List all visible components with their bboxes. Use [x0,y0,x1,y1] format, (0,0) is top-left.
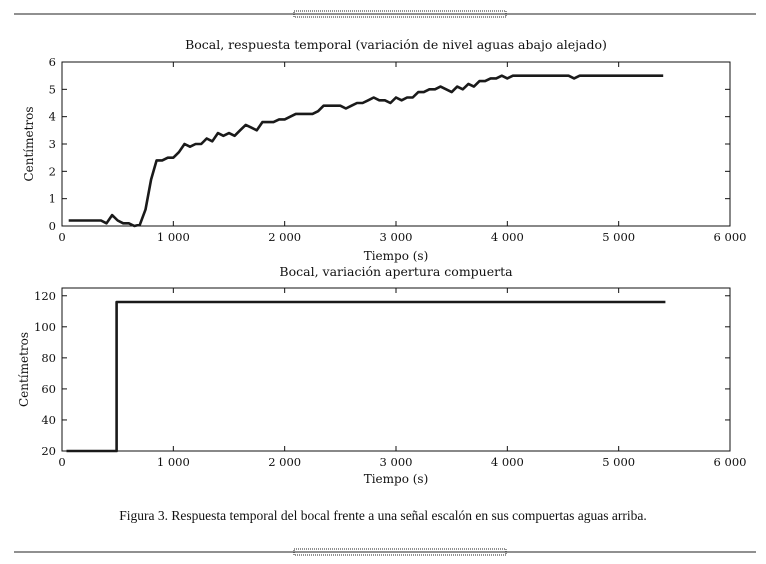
figure-caption: Figura 3. Respuesta temporal del bocal f… [119,508,647,523]
y-tick-label: 80 [41,351,56,365]
y-tick-label: 100 [34,320,56,334]
top-rule [14,10,756,18]
level-response-chart: Bocal, respuesta temporal (variación de … [22,37,746,263]
x-tick-label: 2 000 [268,455,301,469]
x-tick-label: 2 000 [268,230,301,244]
x-tick-label: 6 000 [714,230,747,244]
x-tick-label: 1 000 [157,230,190,244]
plot-frame [61,287,731,452]
x-tick-label: 6 000 [714,455,747,469]
y-tick-label: 6 [49,55,56,69]
x-tick-label: 5 000 [602,230,635,244]
x-tick-label: 4 000 [491,230,524,244]
y-tick-label: 20 [41,444,56,458]
chart-title: Bocal, variación apertura compuerta [279,264,513,279]
series-line [66,300,666,453]
x-tick-label: 5 000 [602,455,635,469]
y-tick-label: 1 [49,192,56,206]
x-tick-label: 4 000 [491,455,524,469]
chart-title: Bocal, respuesta temporal (variación de … [185,37,607,52]
x-axis-label: Tiempo (s) [364,472,429,486]
x-tick-label: 0 [58,230,65,244]
y-tick-label: 0 [49,219,56,233]
y-axis-label: Centímetros [17,332,31,407]
bottom-rule [14,548,756,556]
y-tick-label: 5 [49,82,56,96]
y-tick-label: 60 [41,382,56,396]
x-tick-label: 1 000 [157,455,190,469]
x-tick-label: 3 000 [380,455,413,469]
y-tick-label: 4 [49,110,56,124]
y-tick-label: 3 [49,137,56,151]
y-tick-label: 40 [41,413,56,427]
y-tick-label: 120 [34,289,56,303]
y-axis-label: Centímetros [22,106,36,181]
x-tick-label: 3 000 [380,230,413,244]
x-axis-label: Tiempo (s) [364,249,429,263]
series-line [68,74,664,228]
gate-opening-chart: Bocal, variación apertura compuerta 0 1 00… [17,264,746,486]
y-tick-label: 2 [49,164,56,178]
plot-frame [61,61,731,227]
x-tick-label: 0 [58,455,65,469]
